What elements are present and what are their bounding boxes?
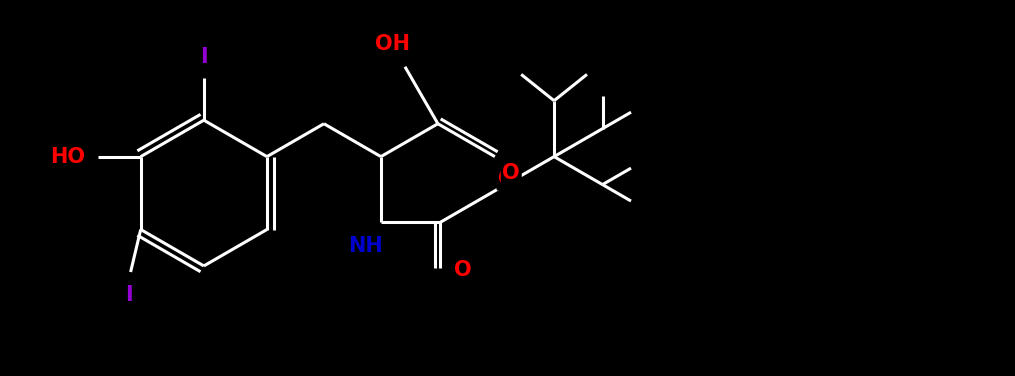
- Text: O: O: [454, 261, 471, 280]
- Text: O: O: [502, 163, 520, 183]
- Text: NH: NH: [348, 236, 383, 256]
- Text: I: I: [200, 47, 208, 67]
- Text: OH: OH: [376, 35, 410, 55]
- Text: I: I: [125, 285, 132, 305]
- Text: O: O: [498, 169, 516, 189]
- Text: HO: HO: [51, 147, 85, 167]
